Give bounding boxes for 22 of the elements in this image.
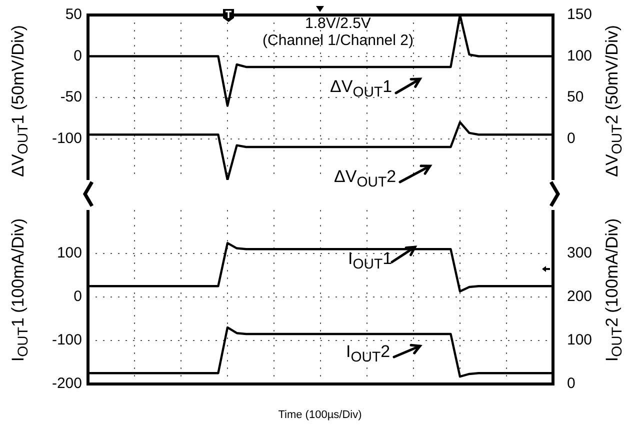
x-axis-title: Time (100µs/Div) — [278, 409, 362, 421]
y2-tick-label: 300 — [567, 244, 592, 262]
y-tick-label: 100 — [56, 244, 82, 262]
y-tick-label: 50 — [65, 6, 82, 24]
y2-tick-label: 0 — [567, 375, 576, 392]
y2-tick-label: 150 — [567, 6, 592, 24]
y-tick-label: -100 — [52, 130, 82, 147]
y-tick-label: 0 — [74, 288, 82, 306]
y-tick-label: -50 — [60, 88, 82, 106]
y-tick-label: -100 — [52, 332, 82, 349]
legend-label: I$_{OUT}$2 — [346, 342, 390, 366]
y-tick-label: 0 — [74, 47, 82, 64]
annotation: 1.8V/2.5V (Channel 1/Channel 2) — [262, 15, 414, 49]
legend-label: ΔV$_{OUT}$2 — [334, 167, 396, 190]
y2-tick-label: 50 — [567, 88, 584, 106]
y2-tick-label: 100 — [567, 332, 592, 349]
legend-label: ΔV$_{OUT}$1 — [330, 77, 392, 100]
y2-tick-label: 100 — [567, 47, 592, 64]
y2-tick-label: 0 — [567, 130, 576, 147]
y-tick-label: -200 — [52, 375, 82, 392]
legend-label: I$_{OUT}$1 — [348, 249, 392, 272]
y2-tick-label: 200 — [567, 288, 592, 306]
